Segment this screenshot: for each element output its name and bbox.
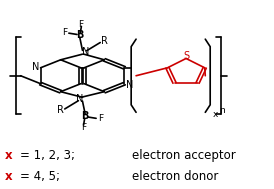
Text: B: B <box>76 30 84 40</box>
Text: N: N <box>32 62 39 72</box>
Text: x: x <box>212 110 218 119</box>
Text: F: F <box>81 123 86 132</box>
Text: = 1, 2, 3;: = 1, 2, 3; <box>20 149 75 162</box>
Text: n: n <box>219 106 225 115</box>
Text: x: x <box>5 149 12 162</box>
Text: S: S <box>183 51 189 61</box>
Text: R: R <box>101 36 108 46</box>
Text: F: F <box>79 20 84 29</box>
Text: x: x <box>5 170 12 183</box>
Text: electron donor: electron donor <box>132 170 218 183</box>
Text: N: N <box>82 47 89 57</box>
Text: N: N <box>76 94 84 104</box>
Text: F: F <box>98 114 103 123</box>
Text: electron acceptor: electron acceptor <box>132 149 235 162</box>
Text: R: R <box>57 105 64 115</box>
Text: F: F <box>62 28 67 37</box>
Text: N: N <box>125 80 133 90</box>
Text: = 4, 5;: = 4, 5; <box>20 170 60 183</box>
Text: B: B <box>82 111 89 121</box>
